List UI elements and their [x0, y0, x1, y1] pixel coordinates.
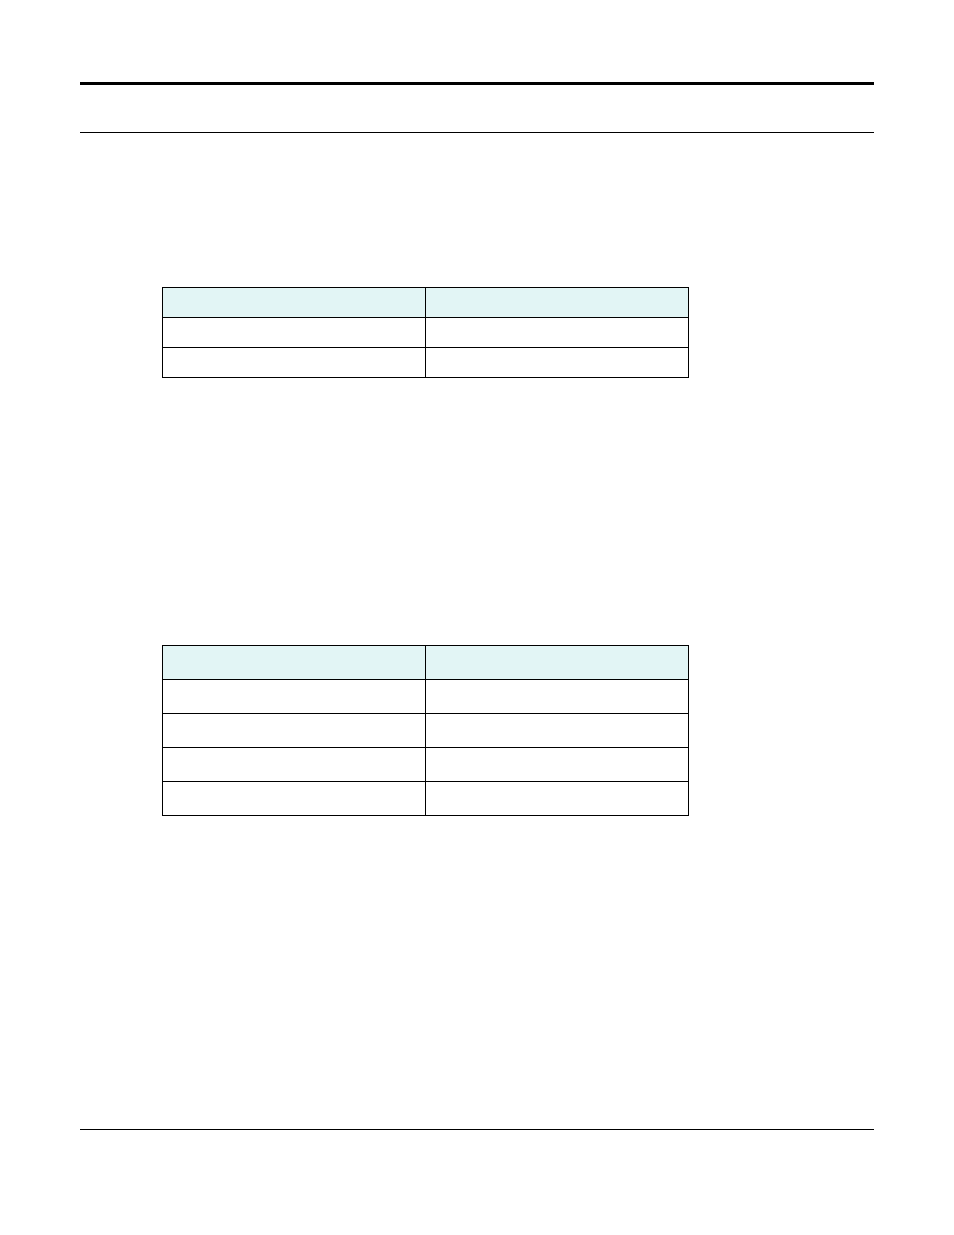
table-2-cell-1-0 — [163, 714, 426, 748]
table-2-cell-0-0 — [163, 680, 426, 714]
table-1-cell-1-0 — [163, 348, 426, 378]
table-1-cell-0-1 — [426, 318, 689, 348]
table-1 — [162, 287, 689, 378]
table-2-cell-0-1 — [426, 680, 689, 714]
table-1-header-1 — [426, 288, 689, 318]
table-2-header-0 — [163, 646, 426, 680]
table-1-cell-0-0 — [163, 318, 426, 348]
rule-top-thin — [80, 132, 874, 133]
table-2-cell-3-1 — [426, 782, 689, 816]
table-1-cell-1-1 — [426, 348, 689, 378]
table-1-header-0 — [163, 288, 426, 318]
table-2-cell-2-0 — [163, 748, 426, 782]
rule-bottom-thin — [80, 1129, 874, 1130]
table-2 — [162, 645, 689, 816]
table-2-cell-2-1 — [426, 748, 689, 782]
table-2-cell-1-1 — [426, 714, 689, 748]
rule-top-thick — [80, 82, 874, 85]
table-2-header-1 — [426, 646, 689, 680]
table-2-cell-3-0 — [163, 782, 426, 816]
page — [0, 0, 954, 1235]
